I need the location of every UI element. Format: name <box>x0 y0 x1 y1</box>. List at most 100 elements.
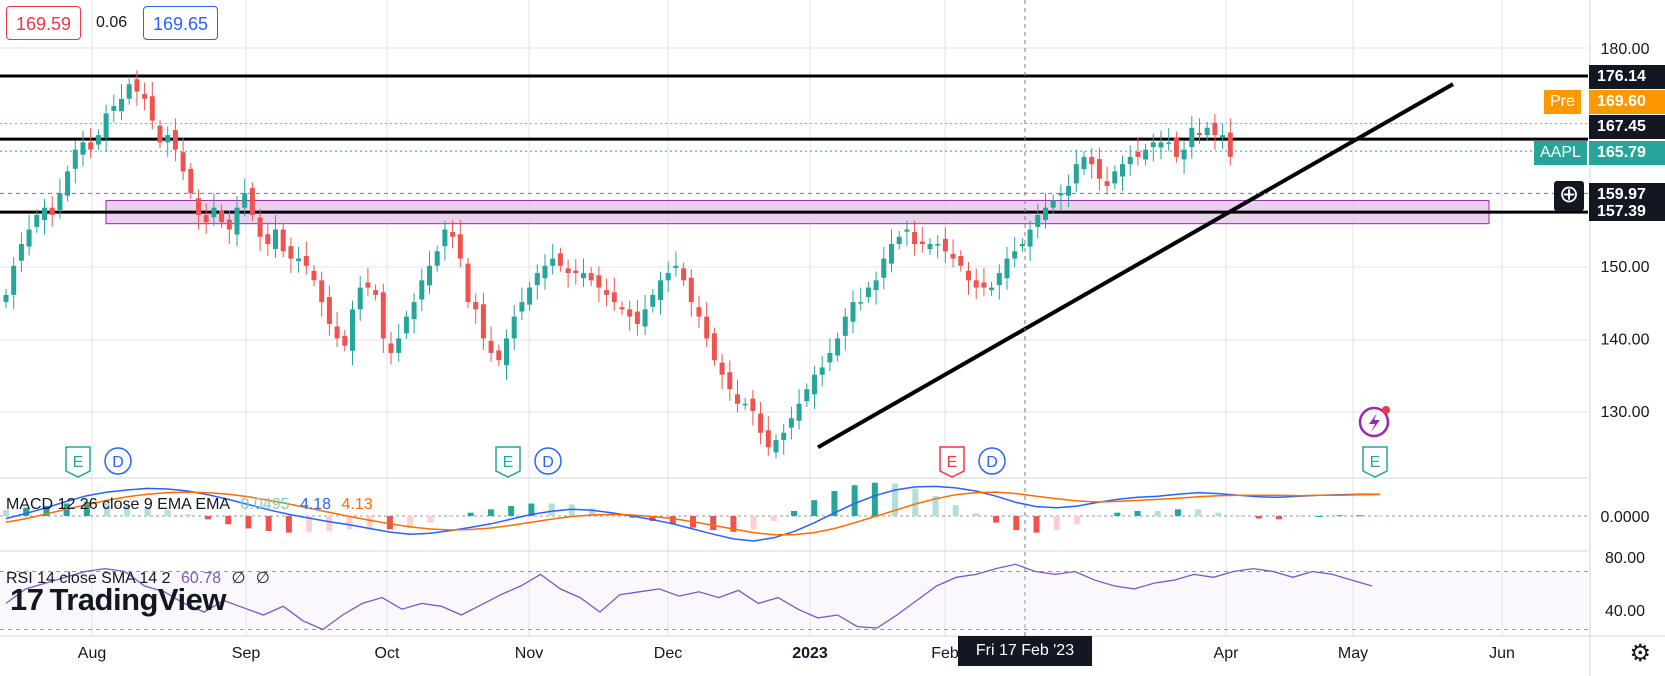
macd-hist-bar <box>730 516 737 532</box>
macd-hist-bar <box>972 513 979 516</box>
candle-body <box>42 207 47 221</box>
candle-body <box>696 307 702 317</box>
candle-body <box>627 309 633 317</box>
candle-body <box>1173 137 1179 157</box>
macd-hist-bar <box>1356 515 1363 517</box>
candle-body <box>496 350 502 361</box>
candle-body <box>350 309 355 351</box>
candle-body <box>403 316 409 334</box>
horizontal-levels <box>0 74 1588 214</box>
macd-hist-bar <box>649 516 656 521</box>
macd-hist-bar <box>3 510 9 516</box>
macd-hist-bar <box>407 516 414 528</box>
candle-body <box>1181 149 1187 160</box>
macd-hist-bar <box>791 511 798 516</box>
candle-body <box>858 302 864 304</box>
candle-body <box>812 374 817 395</box>
candle-body <box>765 430 771 448</box>
price-tick: 150.00 <box>1601 259 1650 276</box>
macd-legend[interactable]: MACD 12 26 close 9 EMA EMA 0.0495 4.18 4… <box>6 496 379 514</box>
price-candles <box>3 70 1233 459</box>
macd-hist-bar <box>124 505 131 516</box>
candle-body <box>450 232 456 237</box>
candle-body <box>80 142 86 155</box>
pre-price-tag: 169.60 <box>1589 90 1665 114</box>
gear-icon[interactable]: ⚙ <box>1629 640 1651 667</box>
candle-body <box>1220 135 1226 138</box>
candle-body <box>334 326 340 339</box>
level-tag-167: 167.45 <box>1589 115 1665 139</box>
rsi-legend[interactable]: RSI 14 close SMA 14 2 60.78 ∅ ∅ <box>6 568 276 588</box>
level-tag-157: 157.39 <box>1589 203 1665 221</box>
macd-legend-macd: 4.18 <box>299 496 332 513</box>
macd-pane: 0.0000 <box>0 482 1650 542</box>
rsi-legend-name: RSI 14 close SMA 14 2 <box>6 570 171 587</box>
candle-body <box>981 282 987 288</box>
time-axis: Aug Sep Oct Nov Dec 2023 Feb Apr May Jun <box>78 645 1515 662</box>
candle-body <box>319 280 325 303</box>
lightning-icon[interactable] <box>1358 406 1390 438</box>
macd-hist-bar <box>1195 509 1202 516</box>
candle-body <box>881 258 887 278</box>
candle-body <box>473 302 479 310</box>
candle-body <box>49 207 55 215</box>
macd-hist-bar <box>912 488 919 516</box>
candle-body <box>357 287 363 310</box>
rsi-line <box>5 563 1373 631</box>
earnings-marker <box>1362 446 1388 478</box>
macd-hist-bar <box>245 516 252 529</box>
earnings-marker <box>65 446 91 478</box>
crosshair-date-tag: Fri 17 Feb '23 <box>958 636 1092 666</box>
candle-body <box>11 265 17 295</box>
candle-body <box>303 255 309 266</box>
macd-hist-bar <box>366 516 373 530</box>
candle-body <box>380 292 386 339</box>
bid-price-button[interactable]: 169.59 <box>6 6 82 40</box>
macd-hist-bar <box>1255 516 1262 519</box>
price-axis: 180.00 150.00 140.00 130.00 <box>1601 41 1650 421</box>
candle-body <box>665 273 671 281</box>
macd-hist-bar <box>164 510 171 516</box>
earnings-marker <box>939 446 965 478</box>
candle-body <box>650 294 656 307</box>
candle-body <box>1096 159 1102 179</box>
candle-body <box>619 307 625 310</box>
candle-body <box>927 244 933 250</box>
candle-body <box>935 244 941 246</box>
candle-body <box>480 304 486 339</box>
macd-hist-bar <box>669 516 676 525</box>
macd-hist-bar <box>83 501 90 516</box>
macd-hist-bar <box>1053 516 1060 531</box>
macd-hist-bar <box>1215 512 1222 516</box>
macd-line <box>5 485 1381 542</box>
rsi-legend-value: 60.78 <box>180 570 222 587</box>
candle-body <box>704 316 710 339</box>
candle-body <box>280 229 286 252</box>
macd-hist-bar <box>23 507 30 516</box>
ask-price-button[interactable]: 169.65 <box>143 6 219 40</box>
candle-body <box>265 234 271 245</box>
macd-hist-bar <box>1114 512 1121 516</box>
candle-body <box>1158 142 1164 148</box>
candle-body <box>996 273 1002 286</box>
candle-body <box>1019 244 1025 247</box>
earnings-label: E <box>73 454 84 471</box>
macd-hist-bar <box>1033 516 1040 533</box>
candle-body <box>1150 142 1156 148</box>
plus-icon[interactable]: ⊕ <box>1554 181 1584 211</box>
macd-hist-bar <box>467 512 474 516</box>
crosshair <box>0 0 1588 636</box>
macd-hist-bar <box>831 491 838 516</box>
macd-hist-bar <box>1296 516 1303 517</box>
candle-body <box>342 335 348 346</box>
candle-body <box>504 338 509 366</box>
tradingview-watermark: 17 TradingView <box>10 582 227 618</box>
candle-body <box>796 403 802 421</box>
macd-hist-bar <box>629 516 636 518</box>
dividend-label: D <box>986 454 998 471</box>
macd-hist-bar <box>710 516 717 531</box>
time-tick: May <box>1338 645 1368 662</box>
macd-hist-bar <box>892 483 899 516</box>
